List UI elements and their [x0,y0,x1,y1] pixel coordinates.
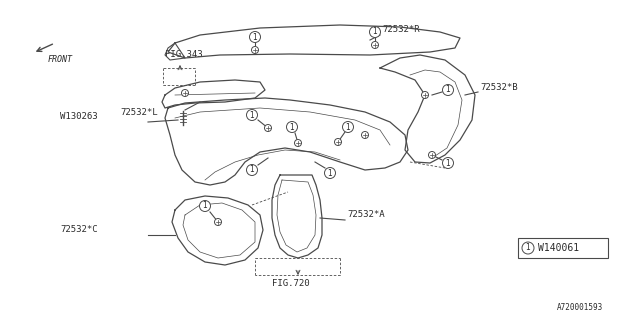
Text: 1: 1 [250,110,254,119]
Text: 1: 1 [346,123,350,132]
Text: 72532*L: 72532*L [120,108,157,117]
Circle shape [246,164,257,175]
Circle shape [252,46,259,53]
Circle shape [335,139,342,146]
Text: 1: 1 [290,123,294,132]
Circle shape [214,219,221,226]
Circle shape [264,124,271,132]
Text: 1: 1 [445,158,451,167]
Circle shape [362,132,369,139]
Text: 72532*R: 72532*R [382,25,420,34]
Text: 1: 1 [203,202,207,211]
Circle shape [371,42,378,49]
Circle shape [294,140,301,147]
Circle shape [250,31,260,43]
Text: 1: 1 [250,165,254,174]
Circle shape [442,157,454,169]
Text: 72532*B: 72532*B [480,83,518,92]
Circle shape [200,201,211,212]
Text: 1: 1 [253,33,257,42]
Circle shape [429,151,435,158]
Text: 1: 1 [525,244,531,252]
Text: 1: 1 [328,169,332,178]
Circle shape [369,27,381,37]
Text: W130263: W130263 [60,112,98,121]
Text: 1: 1 [372,28,378,36]
Circle shape [246,109,257,121]
Circle shape [324,167,335,179]
Text: 72532*A: 72532*A [347,210,385,219]
Circle shape [442,84,454,95]
Text: A720001593: A720001593 [557,303,603,312]
Text: W140061: W140061 [538,243,579,253]
Circle shape [342,122,353,132]
Circle shape [522,242,534,254]
Text: 72532*C: 72532*C [60,225,98,234]
Text: 1: 1 [445,85,451,94]
Circle shape [422,92,429,99]
Circle shape [287,122,298,132]
Text: FIG.720: FIG.720 [272,279,310,288]
Text: FIG.343: FIG.343 [165,50,203,59]
Text: FRONT: FRONT [48,55,73,64]
Circle shape [182,90,189,97]
